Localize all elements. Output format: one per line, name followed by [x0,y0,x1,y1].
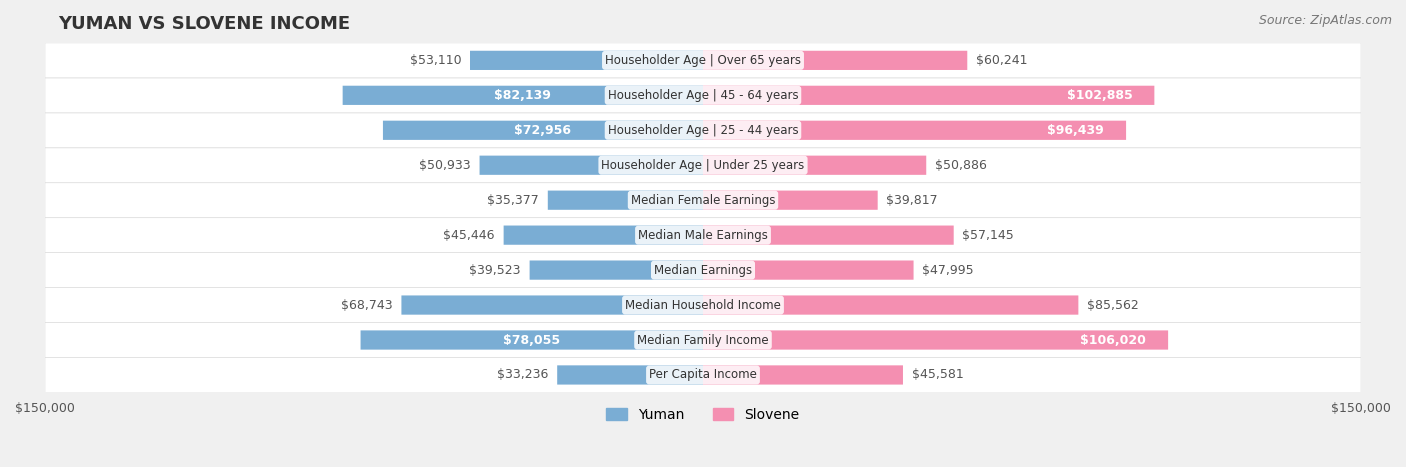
Text: Median Household Income: Median Household Income [626,298,780,311]
Text: $78,055: $78,055 [503,333,561,347]
FancyBboxPatch shape [360,330,703,350]
Text: $96,439: $96,439 [1047,124,1104,137]
Text: $102,885: $102,885 [1067,89,1132,102]
FancyBboxPatch shape [703,330,1168,350]
Text: $57,145: $57,145 [963,229,1014,241]
Text: $35,377: $35,377 [488,194,538,207]
Text: $50,886: $50,886 [935,159,987,172]
FancyBboxPatch shape [45,78,1361,113]
Text: $45,446: $45,446 [443,229,495,241]
Text: $106,020: $106,020 [1080,333,1146,347]
Text: Per Capita Income: Per Capita Income [650,368,756,382]
Text: $82,139: $82,139 [495,89,551,102]
FancyBboxPatch shape [703,51,967,70]
Text: $60,241: $60,241 [976,54,1028,67]
FancyBboxPatch shape [45,43,1361,78]
FancyBboxPatch shape [557,365,703,385]
FancyBboxPatch shape [45,113,1361,148]
FancyBboxPatch shape [382,120,703,140]
FancyBboxPatch shape [503,226,703,245]
Text: $68,743: $68,743 [342,298,392,311]
FancyBboxPatch shape [45,323,1361,357]
FancyBboxPatch shape [45,183,1361,218]
FancyBboxPatch shape [402,296,703,315]
Text: $72,956: $72,956 [515,124,571,137]
Text: $47,995: $47,995 [922,263,974,276]
FancyBboxPatch shape [45,148,1361,183]
Text: $33,236: $33,236 [498,368,548,382]
FancyBboxPatch shape [703,191,877,210]
Text: Median Female Earnings: Median Female Earnings [631,194,775,207]
FancyBboxPatch shape [45,357,1361,392]
FancyBboxPatch shape [45,253,1361,288]
FancyBboxPatch shape [470,51,703,70]
FancyBboxPatch shape [703,296,1078,315]
Text: $39,523: $39,523 [470,263,520,276]
Text: Source: ZipAtlas.com: Source: ZipAtlas.com [1258,14,1392,27]
Text: $39,817: $39,817 [886,194,938,207]
FancyBboxPatch shape [548,191,703,210]
FancyBboxPatch shape [530,261,703,280]
FancyBboxPatch shape [45,218,1361,253]
FancyBboxPatch shape [703,156,927,175]
Text: $85,562: $85,562 [1087,298,1139,311]
Text: $50,933: $50,933 [419,159,471,172]
FancyBboxPatch shape [45,288,1361,323]
FancyBboxPatch shape [703,261,914,280]
Text: $53,110: $53,110 [409,54,461,67]
FancyBboxPatch shape [479,156,703,175]
FancyBboxPatch shape [343,86,703,105]
FancyBboxPatch shape [703,365,903,385]
Text: Median Male Earnings: Median Male Earnings [638,229,768,241]
Text: Householder Age | 45 - 64 years: Householder Age | 45 - 64 years [607,89,799,102]
FancyBboxPatch shape [703,86,1154,105]
FancyBboxPatch shape [703,226,953,245]
Text: YUMAN VS SLOVENE INCOME: YUMAN VS SLOVENE INCOME [58,15,350,33]
Text: Householder Age | Under 25 years: Householder Age | Under 25 years [602,159,804,172]
Legend: Yuman, Slovene: Yuman, Slovene [600,403,806,427]
Text: Householder Age | 25 - 44 years: Householder Age | 25 - 44 years [607,124,799,137]
FancyBboxPatch shape [703,120,1126,140]
Text: Householder Age | Over 65 years: Householder Age | Over 65 years [605,54,801,67]
Text: Median Earnings: Median Earnings [654,263,752,276]
Text: Median Family Income: Median Family Income [637,333,769,347]
Text: $45,581: $45,581 [911,368,963,382]
